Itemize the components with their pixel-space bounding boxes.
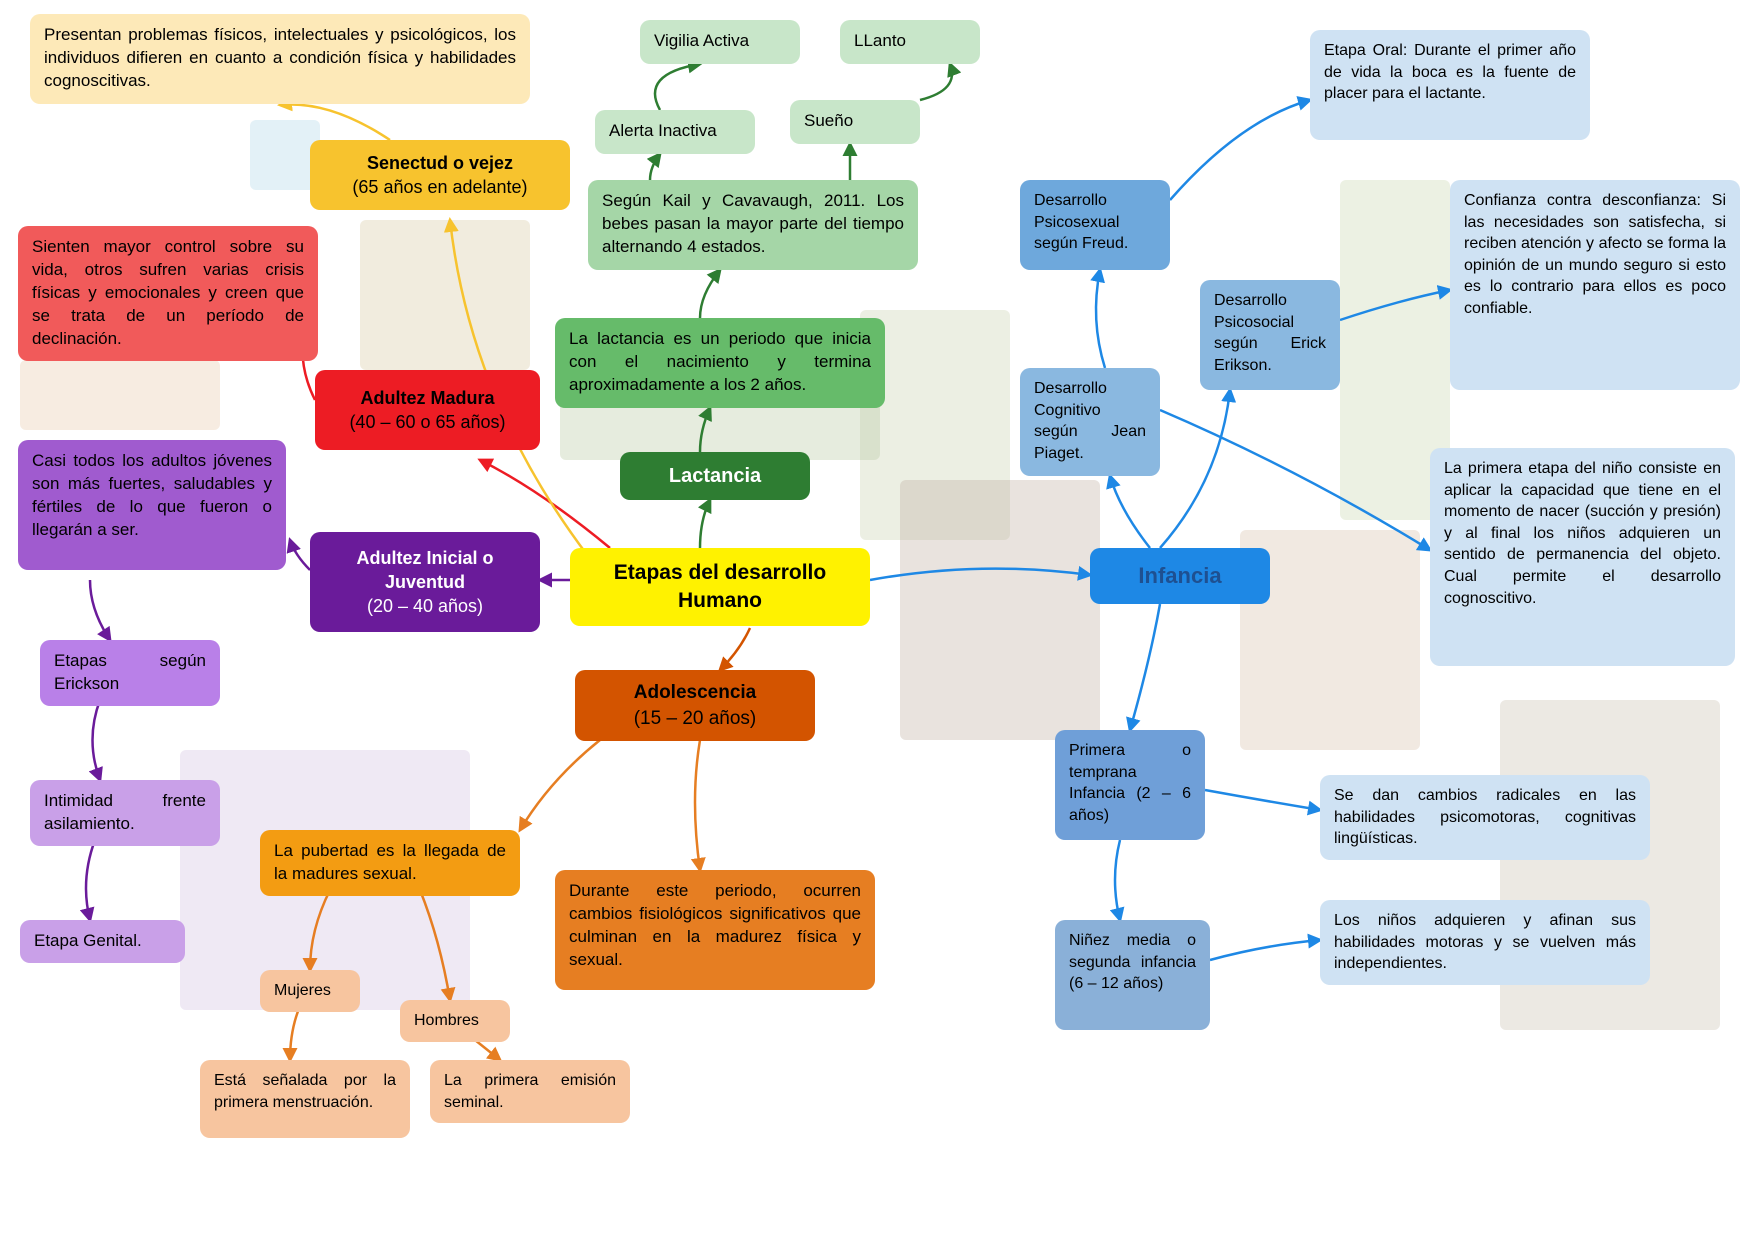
connector-arrow (93, 700, 101, 780)
connector-arrow (655, 64, 700, 110)
connector-arrow (920, 64, 952, 100)
node-etapa_genital: Etapa Genital. (20, 920, 185, 963)
connector-arrow (90, 580, 110, 640)
node-freud: Desarrollo Psicosexual según Freud. (1020, 180, 1170, 270)
node-vigilia: Vigilia Activa (640, 20, 800, 64)
connector-arrow (1205, 790, 1320, 810)
connector-arrow (1170, 100, 1310, 200)
node-title: Lactancia (634, 463, 796, 490)
node-adolescencia_desc: Durante este periodo, ocurren cambios fi… (555, 870, 875, 990)
connector-arrow (700, 500, 710, 548)
node-ninos_adquieren: Los niños adquieren y afinan sus habilid… (1320, 900, 1650, 985)
background-illustration (20, 360, 220, 430)
node-adultez_inicial_box: Adultez Inicial o Juventud(20 – 40 años) (310, 532, 540, 632)
node-mujeres: Mujeres (260, 970, 360, 1012)
connector-arrow (290, 1006, 300, 1060)
node-kail: Según Kail y Cavavaugh, 2011. Los bebes … (588, 180, 918, 270)
node-primera_etapa: La primera etapa del niño consiste en ap… (1430, 448, 1735, 666)
node-adultez_inicial_desc: Casi todos los adultos jóvenes son más f… (18, 440, 286, 570)
node-etapa_oral: Etapa Oral: Durante el primer año de vid… (1310, 30, 1590, 140)
node-title: Infancia (1104, 561, 1256, 591)
node-erikson_box: Desarrollo Psicosocial según Erick Eriks… (1200, 280, 1340, 390)
node-title: Adultez Inicial o Juventud (324, 546, 526, 595)
node-erickson: Etapas según Erickson (40, 640, 220, 706)
connector-arrow (700, 270, 720, 318)
connector-arrow (1096, 270, 1105, 368)
connector-arrow (1130, 604, 1160, 730)
node-title: Senectud o vejez (324, 151, 556, 175)
node-subtitle: (20 – 40 años) (324, 594, 526, 618)
central-title: Etapas del desarrollo Humano (570, 548, 870, 626)
node-alerta: Alerta Inactiva (595, 110, 755, 154)
node-llanto: LLanto (840, 20, 980, 64)
node-lactancia_desc: La lactancia es un periodo que inicia co… (555, 318, 885, 408)
node-pubertad: La pubertad es la llegada de la madures … (260, 830, 520, 896)
connector-arrow (290, 540, 310, 570)
node-primera_infancia: Primera o temprana Infancia (2 – 6 años) (1055, 730, 1205, 840)
node-subtitle: (40 – 60 o 65 años) (329, 410, 526, 434)
connector-arrow (720, 628, 750, 670)
connector-arrow (520, 740, 600, 830)
node-subtitle: (15 – 20 años) (589, 706, 801, 732)
node-infancia_box: Infancia (1090, 548, 1270, 604)
connector-arrow (695, 740, 700, 870)
background-illustration (900, 480, 1100, 740)
node-title: Adultez Madura (329, 386, 526, 410)
connector-arrow (1110, 476, 1150, 548)
title-text: Etapas del desarrollo Humano (584, 559, 856, 616)
node-adolescencia_box: Adolescencia(15 – 20 años) (575, 670, 815, 741)
connector-arrow (1115, 840, 1120, 920)
connector-arrow (650, 154, 660, 180)
node-sueno: Sueño (790, 100, 920, 144)
node-subtitle: (65 años en adelante) (324, 175, 556, 199)
node-adultez_madura_box: Adultez Madura(40 – 60 o 65 años) (315, 370, 540, 450)
node-senectud_box: Senectud o vejez(65 años en adelante) (310, 140, 570, 210)
node-lactancia_box: Lactancia (620, 452, 810, 500)
node-piaget: Desarrollo Cognitivo según Jean Piaget. (1020, 368, 1160, 476)
node-adultez_madura_desc: Sienten mayor control sobre su vida, otr… (18, 226, 318, 361)
node-senectud_desc: Presentan problemas físicos, intelectual… (30, 14, 530, 104)
node-hombres_desc: La primera emisión seminal. (430, 1060, 630, 1123)
node-cambios_radicales: Se dan cambios radicales en las habilida… (1320, 775, 1650, 860)
node-ninez_media: Niñez media o segunda infancia (6 – 12 a… (1055, 920, 1210, 1030)
node-title: Adolescencia (589, 680, 801, 706)
connector-arrow (1210, 940, 1320, 960)
background-illustration (560, 400, 880, 460)
connector-arrow (1160, 390, 1230, 548)
node-intimidad: Intimidad frente asilamiento. (30, 780, 220, 846)
node-hombres: Hombres (400, 1000, 510, 1042)
connector-arrow (86, 840, 95, 920)
node-confianza: Confianza contra desconfianza: Si las ne… (1450, 180, 1740, 390)
background-illustration (360, 220, 530, 370)
node-mujeres_desc: Está señalada por la primera menstruació… (200, 1060, 410, 1138)
